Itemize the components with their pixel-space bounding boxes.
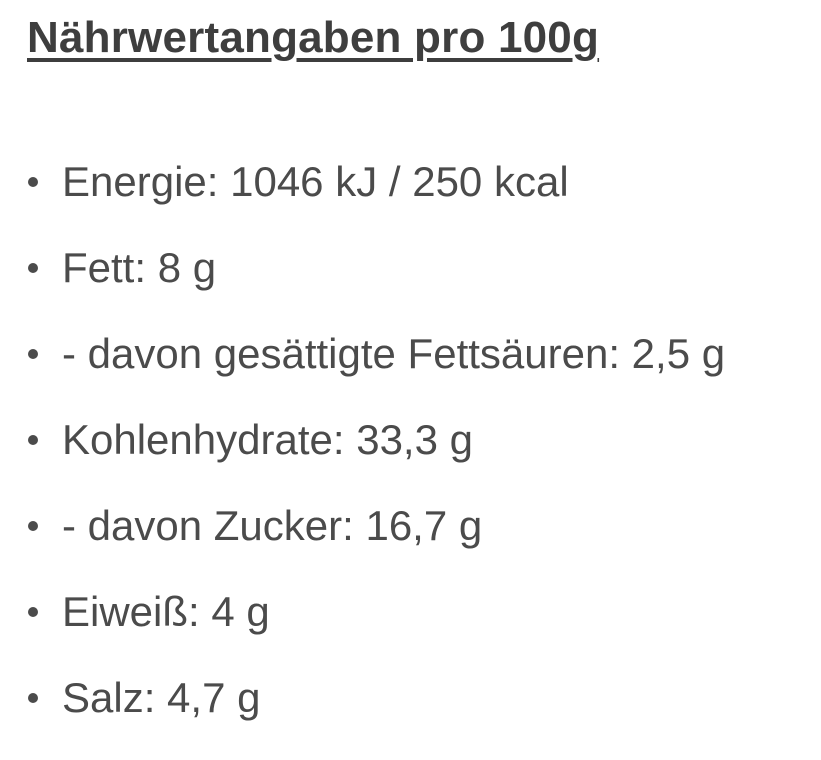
bullet-dot	[28, 262, 38, 273]
page-title: Nährwertangaben pro 100g	[27, 13, 600, 62]
nutrition-list: Energie: 1046 kJ / 250 kcal Fett: 8 g - …	[24, 157, 797, 721]
bullet-dot	[28, 434, 38, 445]
list-item-salz: Salz: 4,7 g	[24, 673, 797, 721]
list-item-text: - davon Zucker: 16,7 g	[62, 501, 483, 549]
list-item-text: Kohlenhydrate: 33,3 g	[62, 415, 473, 463]
bullet-dot	[28, 520, 38, 531]
list-item-gesaettigte-fettsaeuren: - davon gesättigte Fettsäuren: 2,5 g	[24, 329, 797, 377]
bullet-dot	[28, 692, 38, 703]
list-item-zucker: - davon Zucker: 16,7 g	[24, 501, 797, 549]
list-item-text: Energie: 1046 kJ / 250 kcal	[62, 157, 569, 205]
list-item-energie: Energie: 1046 kJ / 250 kcal	[24, 157, 797, 205]
bullet-dot	[28, 176, 38, 187]
list-item-eiweiss: Eiweiß: 4 g	[24, 587, 797, 635]
bullet-dot	[28, 606, 38, 617]
list-item-text: Salz: 4,7 g	[62, 673, 261, 721]
list-item-fett: Fett: 8 g	[24, 243, 797, 291]
list-item-text: - davon gesättigte Fettsäuren: 2,5 g	[62, 329, 726, 377]
list-item-kohlenhydrate: Kohlenhydrate: 33,3 g	[24, 415, 797, 463]
list-item-text: Eiweiß: 4 g	[62, 587, 270, 635]
bullet-dot	[28, 348, 38, 359]
list-item-text: Fett: 8 g	[62, 243, 217, 291]
